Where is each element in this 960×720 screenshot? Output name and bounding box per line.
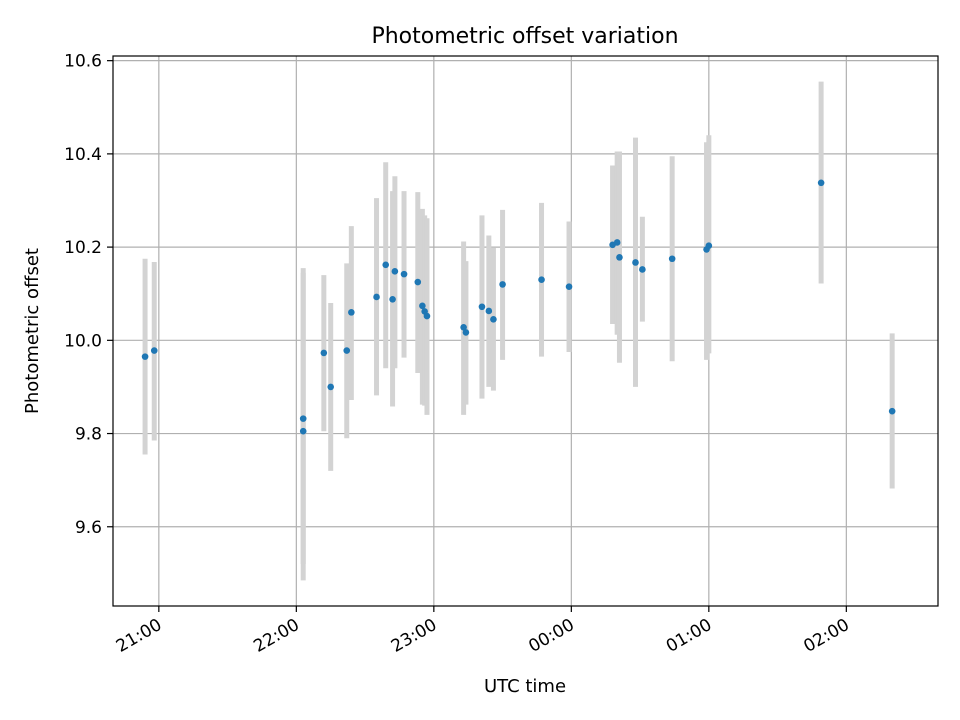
data-point xyxy=(538,276,545,284)
data-point xyxy=(391,268,399,275)
data-point xyxy=(327,383,335,391)
data-point xyxy=(382,261,390,269)
data-point xyxy=(373,293,380,301)
data-point xyxy=(462,329,470,336)
x-axis-label: UTC time xyxy=(484,676,566,697)
y-tick-label: 9.6 xyxy=(75,518,102,538)
y-axis-label: Photometric offset xyxy=(22,248,43,414)
grid xyxy=(113,56,938,606)
plot-area-frame xyxy=(112,55,939,607)
data-point xyxy=(460,323,467,331)
data-point xyxy=(423,312,431,320)
data-point xyxy=(389,296,396,303)
data-point xyxy=(485,307,493,315)
data-point xyxy=(299,427,307,435)
data-point xyxy=(565,283,573,291)
data-point xyxy=(888,407,896,415)
data-points xyxy=(141,179,896,435)
data-point xyxy=(299,415,307,422)
y-tick-label: 10.0 xyxy=(64,331,102,351)
data-point xyxy=(639,266,646,273)
y-tick-label: 10.6 xyxy=(64,52,102,72)
data-point xyxy=(414,278,422,286)
data-point xyxy=(400,270,408,278)
y-tick-label: 10.4 xyxy=(64,145,102,165)
data-point xyxy=(499,281,506,288)
data-point xyxy=(141,353,149,360)
chart-title: Photometric offset variation xyxy=(371,24,678,49)
data-point xyxy=(490,316,497,323)
data-point xyxy=(419,302,426,310)
y-tick-label: 9.8 xyxy=(75,425,102,445)
data-point xyxy=(613,239,621,246)
data-point xyxy=(616,254,623,261)
data-point xyxy=(348,309,355,316)
data-point xyxy=(150,347,158,354)
data-point xyxy=(705,242,713,250)
data-point xyxy=(632,259,639,266)
data-point xyxy=(343,347,351,354)
data-point xyxy=(668,255,676,263)
data-point xyxy=(478,303,486,311)
y-tick-label: 10.2 xyxy=(64,238,102,258)
y-axis-ticks: 9.6 9.8 10.0 10.2 10.4 10.6 xyxy=(64,52,113,538)
data-point xyxy=(817,179,825,187)
data-point xyxy=(320,349,328,357)
